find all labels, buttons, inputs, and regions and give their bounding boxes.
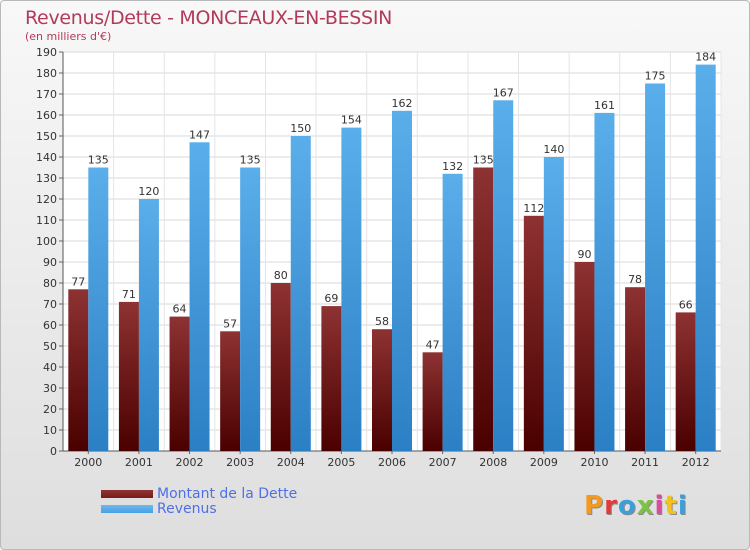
bar-revenus <box>695 64 716 451</box>
x-tick-label: 2011 <box>631 456 659 469</box>
bar-dette <box>523 215 544 451</box>
bar-dette <box>675 312 696 451</box>
data-label-dette: 66 <box>679 298 693 311</box>
y-tick-label: 30 <box>43 382 57 395</box>
data-label-revenus: 132 <box>442 160 463 173</box>
bar-dette <box>68 289 89 451</box>
bar-revenus <box>442 173 463 452</box>
data-labels: 77 135 71 120 64 147 57 135 80 150 69 154 58 162 47 132… <box>71 51 716 352</box>
legend-swatch-revenus <box>101 505 153 513</box>
x-tick-label: 2000 <box>74 456 102 469</box>
bar-revenus <box>543 157 564 451</box>
x-tick-label: 2012 <box>682 456 710 469</box>
bar-dette <box>574 262 595 451</box>
proxiti-logo: Proxiti <box>584 491 688 521</box>
y-tick-label: 90 <box>43 256 57 269</box>
y-tick-label: 190 <box>36 46 57 59</box>
bar-revenus <box>290 136 311 451</box>
y-tick-label: 20 <box>43 403 57 416</box>
x-tick-label: 2010 <box>580 456 608 469</box>
data-label-dette: 58 <box>375 315 389 328</box>
bar-dette <box>372 329 392 451</box>
bar-revenus <box>88 167 109 451</box>
data-label-dette: 90 <box>577 248 591 261</box>
data-label-dette: 135 <box>473 154 494 167</box>
data-label-dette: 69 <box>324 292 338 305</box>
y-tick-label: 10 <box>43 424 57 437</box>
bar-dette <box>321 306 342 451</box>
legend-label-revenus: Revenus <box>157 501 217 517</box>
x-tick-label: 2008 <box>479 456 507 469</box>
data-label-dette: 64 <box>173 303 187 316</box>
bar-revenus <box>240 167 261 451</box>
y-tick-label: 60 <box>43 319 57 332</box>
y-tick-label: 110 <box>36 214 57 227</box>
bar-revenus <box>645 83 666 451</box>
y-tick-label: 100 <box>36 235 57 248</box>
data-label-revenus: 147 <box>189 128 210 141</box>
x-tick-label: 2005 <box>327 456 355 469</box>
bar-revenus <box>392 110 412 452</box>
y-tick-label: 180 <box>36 67 57 80</box>
y-tick-label: 150 <box>36 130 57 143</box>
y-tick-label: 160 <box>36 109 57 122</box>
data-label-revenus: 150 <box>290 122 311 135</box>
data-label-revenus: 161 <box>594 99 615 112</box>
data-label-revenus: 162 <box>392 97 413 110</box>
bar-dette <box>473 167 494 451</box>
bars <box>68 64 716 452</box>
data-label-revenus: 175 <box>645 70 666 83</box>
data-label-revenus: 135 <box>240 154 261 167</box>
legend-label-debt: Montant de la Dette <box>157 486 298 502</box>
data-label-dette: 77 <box>71 275 85 288</box>
data-label-dette: 57 <box>223 317 237 330</box>
y-tick-label: 170 <box>36 88 57 101</box>
data-label-revenus: 120 <box>138 185 159 198</box>
x-tick-label: 2004 <box>277 456 305 469</box>
data-label-dette: 71 <box>122 288 136 301</box>
bar-dette <box>169 316 190 451</box>
bar-dette <box>118 301 139 451</box>
bar-revenus <box>189 142 210 452</box>
bar-dette <box>220 331 241 451</box>
data-label-dette: 78 <box>628 273 642 286</box>
data-label-revenus: 135 <box>88 154 109 167</box>
y-tick-label: 40 <box>43 361 57 374</box>
bar-revenus <box>138 199 159 451</box>
y-tick-label: 0 <box>50 445 57 458</box>
data-label-revenus: 167 <box>493 86 514 99</box>
legend-swatch-debt <box>101 490 153 498</box>
x-tick-label: 2003 <box>226 456 254 469</box>
bar-revenus <box>594 112 615 452</box>
y-tick-label: 130 <box>36 172 57 185</box>
chart-subtitle: (en milliers d'€) <box>25 30 112 43</box>
data-label-revenus: 184 <box>695 51 716 64</box>
x-tick-label: 2006 <box>378 456 406 469</box>
y-tick-label: 120 <box>36 193 57 206</box>
x-tick-label: 2001 <box>125 456 153 469</box>
x-tick-label: 2009 <box>530 456 558 469</box>
bar-revenus <box>493 100 514 452</box>
x-tick-label: 2002 <box>176 456 204 469</box>
y-tick-label: 70 <box>43 298 57 311</box>
data-label-revenus: 154 <box>341 114 362 127</box>
y-tick-label: 80 <box>43 277 57 290</box>
y-tick-label: 50 <box>43 340 57 353</box>
data-label-dette: 112 <box>523 202 544 215</box>
x-tick-label: 2007 <box>429 456 457 469</box>
bar-dette <box>270 283 291 451</box>
bar-revenus <box>341 127 362 451</box>
bar-dette <box>625 287 646 451</box>
chart-title: Revenus/Dette - MONCEAUX-EN-BESSIN <box>25 7 393 29</box>
data-label-dette: 80 <box>274 269 288 282</box>
data-label-dette: 47 <box>426 338 440 351</box>
bar-dette <box>422 352 443 451</box>
data-label-revenus: 140 <box>543 143 564 156</box>
y-tick-label: 140 <box>36 151 57 164</box>
